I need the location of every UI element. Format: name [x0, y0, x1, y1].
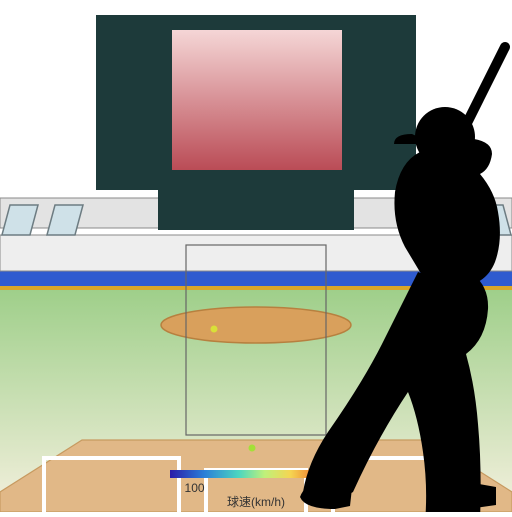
scoreboard-screen [172, 30, 342, 170]
pitch-location-chart: 100150球速(km/h) [0, 0, 512, 512]
pitch-marker [211, 326, 218, 333]
pitch-marker [249, 445, 256, 452]
pitchers-mound [161, 307, 351, 343]
legend-tick: 100 [185, 481, 205, 495]
scoreboard-stem [158, 190, 354, 230]
chart-svg: 100150球速(km/h) [0, 0, 512, 512]
legend-label: 球速(km/h) [227, 495, 285, 509]
